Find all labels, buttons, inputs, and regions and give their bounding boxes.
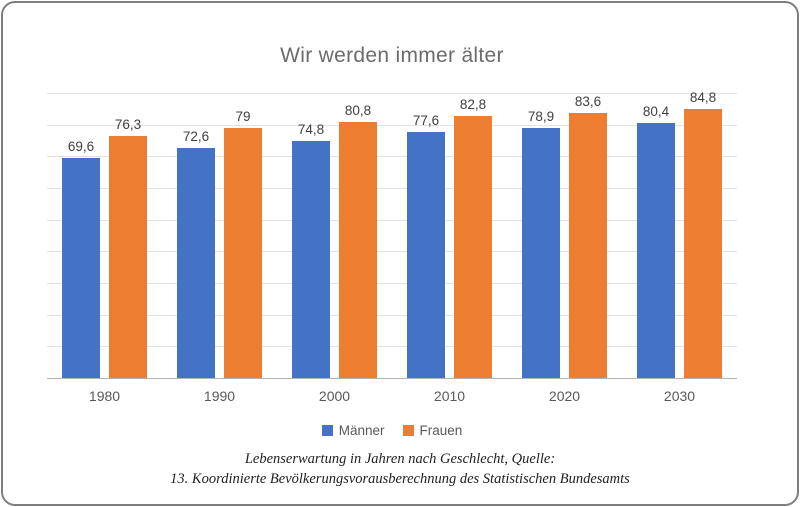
bar-value-label: 74,8	[297, 122, 325, 138]
legend: Männer Frauen	[47, 423, 737, 438]
x-axis-label: 2000	[318, 388, 351, 404]
bar: 74,8	[292, 122, 330, 378]
bar: 79	[224, 109, 262, 378]
bar-value-label: 82,8	[459, 96, 487, 112]
bar-value-label: 83,6	[574, 94, 602, 110]
bar: 82,8	[454, 97, 492, 378]
bar: 69,6	[62, 139, 100, 378]
gridline	[47, 314, 737, 316]
bar-group: 69,6 76,3	[47, 93, 162, 378]
x-axis-label: 2010	[433, 388, 466, 404]
bar-value-label: 80,8	[344, 103, 372, 119]
bar-group: 77,6 82,8	[392, 93, 507, 378]
x-axis-line	[47, 378, 737, 379]
bar: 76,3	[109, 117, 147, 378]
bar-group: 74,8 80,8	[277, 93, 392, 378]
caption-line-1: Lebenserwartung in Jahren nach Geschlech…	[244, 451, 556, 467]
gridline	[47, 251, 737, 253]
legend-label: Männer	[338, 423, 385, 438]
gridline	[47, 219, 737, 221]
bar: 72,6	[177, 129, 215, 378]
legend-item: Männer	[321, 423, 385, 438]
bar-value-label: 84,8	[689, 90, 717, 106]
bar: 80,8	[339, 103, 377, 378]
gridline	[47, 283, 737, 284]
x-axis-labels: 1980 1990 2000 2010 2020 2030	[47, 388, 737, 404]
bar-value-label: 80,4	[642, 104, 670, 120]
legend-item: Frauen	[402, 423, 463, 438]
bar: 78,9	[522, 109, 560, 378]
x-axis-label: 1980	[88, 388, 121, 404]
gridline	[47, 156, 737, 158]
x-axis-label: 2020	[548, 388, 581, 404]
plot-area: 69,6 76,3 72,6 79 74,8 80,8 77,6 82,8 78,9 83,6 80…	[47, 90, 737, 379]
gridline	[47, 124, 737, 126]
x-axis-label: 2030	[663, 388, 696, 404]
bar: 83,6	[569, 94, 607, 378]
gridline	[47, 93, 737, 94]
bar-value-label: 72,6	[182, 129, 210, 145]
bar: 77,6	[407, 113, 445, 378]
legend-swatch	[402, 425, 414, 436]
gridline	[47, 188, 737, 189]
bar: 84,8	[684, 90, 722, 378]
source-caption: Lebenserwartung in Jahren nach Geschlech…	[3, 450, 797, 489]
legend-label: Frauen	[419, 423, 463, 438]
bar: 80,4	[637, 104, 675, 378]
gridline	[47, 346, 737, 348]
bar-value-label: 77,6	[412, 113, 440, 129]
x-axis-label: 1990	[203, 388, 236, 404]
bar-value-label: 78,9	[527, 109, 555, 125]
legend-swatch	[321, 425, 333, 436]
bar-value-label: 69,6	[67, 138, 95, 154]
bar-value-label: 79	[235, 108, 251, 124]
chart-title: Wir werden immer älter	[280, 44, 504, 67]
bar-group: 78,9 83,6	[507, 93, 622, 378]
caption-line-2: 13. Koordinierte Bevölkerungsvorausberec…	[170, 470, 630, 487]
bar-group: 80,4 84,8	[622, 90, 737, 378]
bar-value-label: 76,3	[114, 117, 142, 133]
bar-group: 72,6 79	[162, 93, 277, 378]
